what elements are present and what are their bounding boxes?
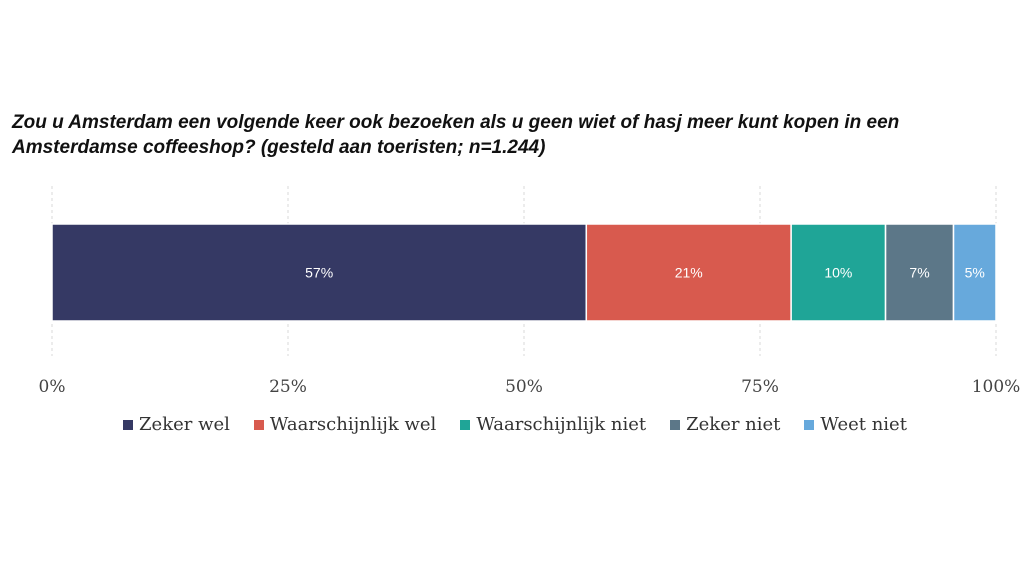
bar-value-label: 57% (305, 265, 333, 281)
x-tick-label: 50% (505, 377, 543, 397)
chart-title: Zou u Amsterdam een volgende keer ook be… (12, 112, 900, 158)
legend-label: Waarschijnlijk wel (269, 414, 437, 435)
legend-item-4: Zeker niet (670, 414, 780, 435)
bar-labels: 57% 21% 10% 7% 5% (305, 265, 985, 281)
bar-segment-5 (952, 223, 997, 322)
bar-segment-3 (790, 223, 887, 322)
bar-value-label: 7% (909, 265, 929, 281)
legend-label: Zeker wel (139, 414, 230, 435)
legend-label: Waarschijnlijk niet (476, 414, 647, 435)
legend-swatch (804, 419, 815, 430)
x-tick-label: 75% (741, 377, 779, 397)
legend-swatch (670, 419, 681, 430)
legend: Zeker wel Waarschijnlijk wel Waarschijnlij… (0, 414, 1030, 435)
legend-item-3: Waarschijnlijk niet (460, 414, 646, 435)
x-tick-label: 100% (972, 377, 1021, 397)
bars (51, 223, 997, 322)
legend-item-2: Waarschijnlijk wel (253, 414, 437, 435)
bar-value-label: 5% (965, 265, 985, 281)
bar-segment-2 (585, 223, 792, 322)
legend-item-5: Weet niet (804, 414, 907, 435)
bar-segment-1 (51, 223, 588, 322)
legend-label: Zeker niet (686, 414, 781, 435)
legend-label: Weet niet (820, 414, 907, 435)
x-axis-ticks: 0% 25% 50% 75% 100% (39, 377, 1021, 397)
legend-swatch (460, 419, 471, 430)
legend-swatch (123, 419, 134, 430)
legend-swatch (253, 419, 264, 430)
bar-value-label: 21% (675, 265, 703, 281)
bar-value-label: 10% (824, 265, 852, 281)
x-tick-label: 25% (269, 377, 307, 397)
legend-item-1: Zeker wel (123, 414, 230, 435)
x-tick-label: 0% (39, 377, 66, 397)
